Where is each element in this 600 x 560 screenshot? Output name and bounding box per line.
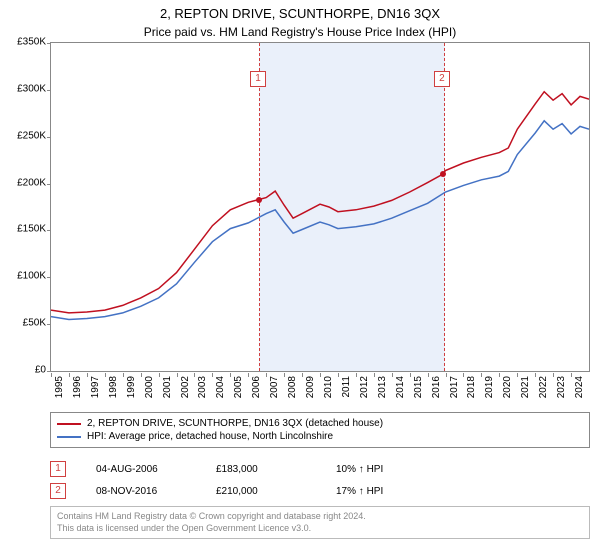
chart-container: 2, REPTON DRIVE, SCUNTHORPE, DN16 3QX Pr… [0, 0, 600, 560]
chart-lines [51, 43, 589, 371]
x-axis-label: 2020 [502, 376, 513, 398]
transaction-price: £183,000 [216, 464, 306, 475]
y-axis-label: £350K [6, 37, 46, 48]
series-hpi [51, 121, 589, 320]
chart-area: 12 £0£50K£100K£150K£200K£250K£300K£350K1… [0, 42, 600, 402]
title-address: 2, REPTON DRIVE, SCUNTHORPE, DN16 3QX [0, 0, 600, 21]
title-subtitle: Price paid vs. HM Land Registry's House … [0, 21, 600, 39]
footer-line1: Contains HM Land Registry data © Crown c… [57, 511, 583, 523]
x-axis-label: 2023 [556, 376, 567, 398]
x-axis-label: 2022 [538, 376, 549, 398]
plot-area: 12 [50, 42, 590, 372]
y-axis-label: £100K [6, 271, 46, 282]
x-axis-label: 1996 [72, 376, 83, 398]
y-axis-label: £200K [6, 177, 46, 188]
price-point-dot [440, 171, 446, 177]
y-axis-label: £300K [6, 83, 46, 94]
x-axis-label: 1999 [126, 376, 137, 398]
x-axis-label: 2018 [466, 376, 477, 398]
x-axis-label: 2012 [359, 376, 370, 398]
transaction-price: £210,000 [216, 486, 306, 497]
legend-swatch-property [57, 423, 81, 425]
price-point-dot [256, 197, 262, 203]
x-axis-label: 2002 [180, 376, 191, 398]
x-axis-label: 2001 [162, 376, 173, 398]
y-axis-label: £250K [6, 130, 46, 141]
x-axis-label: 2011 [341, 376, 352, 398]
transaction-delta: 17% ↑ HPI [336, 486, 426, 497]
x-axis-label: 2009 [305, 376, 316, 398]
marker-callout: 2 [434, 71, 450, 87]
x-axis-label: 1997 [90, 376, 101, 398]
x-axis-label: 2019 [484, 376, 495, 398]
x-axis-label: 1995 [54, 376, 65, 398]
marker-callout: 1 [250, 71, 266, 87]
footer-line2: This data is licensed under the Open Gov… [57, 523, 583, 535]
x-axis-label: 2005 [233, 376, 244, 398]
y-axis-label: £50K [6, 318, 46, 329]
x-axis-label: 2016 [431, 376, 442, 398]
x-axis-label: 2014 [395, 376, 406, 398]
x-axis-label: 2010 [323, 376, 334, 398]
x-axis-label: 2008 [287, 376, 298, 398]
transaction-date: 08-NOV-2016 [96, 486, 186, 497]
x-axis-label: 2003 [197, 376, 208, 398]
transaction-date: 04-AUG-2006 [96, 464, 186, 475]
transaction-marker-box: 2 [50, 483, 66, 499]
series-property [51, 92, 589, 313]
x-axis-label: 2017 [449, 376, 460, 398]
x-axis-label: 2007 [269, 376, 280, 398]
legend-label-property: 2, REPTON DRIVE, SCUNTHORPE, DN16 3QX (d… [87, 418, 383, 429]
legend-row-hpi: HPI: Average price, detached house, Nort… [57, 430, 583, 443]
legend-swatch-hpi [57, 436, 81, 438]
legend: 2, REPTON DRIVE, SCUNTHORPE, DN16 3QX (d… [50, 412, 590, 448]
x-axis-label: 2024 [574, 376, 585, 398]
x-axis-label: 2004 [215, 376, 226, 398]
y-axis-label: £150K [6, 224, 46, 235]
transaction-row: 1 04-AUG-2006 £183,000 10% ↑ HPI [50, 458, 590, 480]
legend-label-hpi: HPI: Average price, detached house, Nort… [87, 431, 333, 442]
x-axis-label: 2013 [377, 376, 388, 398]
x-axis-label: 2015 [413, 376, 424, 398]
y-axis-label: £0 [6, 365, 46, 376]
transaction-row: 2 08-NOV-2016 £210,000 17% ↑ HPI [50, 480, 590, 502]
transaction-delta: 10% ↑ HPI [336, 464, 426, 475]
transaction-marker-box: 1 [50, 461, 66, 477]
x-axis-label: 1998 [108, 376, 119, 398]
x-axis-label: 2000 [144, 376, 155, 398]
x-axis-label: 2006 [251, 376, 262, 398]
footer-attribution: Contains HM Land Registry data © Crown c… [50, 506, 590, 539]
transactions-table: 1 04-AUG-2006 £183,000 10% ↑ HPI 2 08-NO… [50, 458, 590, 502]
x-axis-label: 2021 [520, 376, 531, 398]
legend-row-property: 2, REPTON DRIVE, SCUNTHORPE, DN16 3QX (d… [57, 417, 583, 430]
